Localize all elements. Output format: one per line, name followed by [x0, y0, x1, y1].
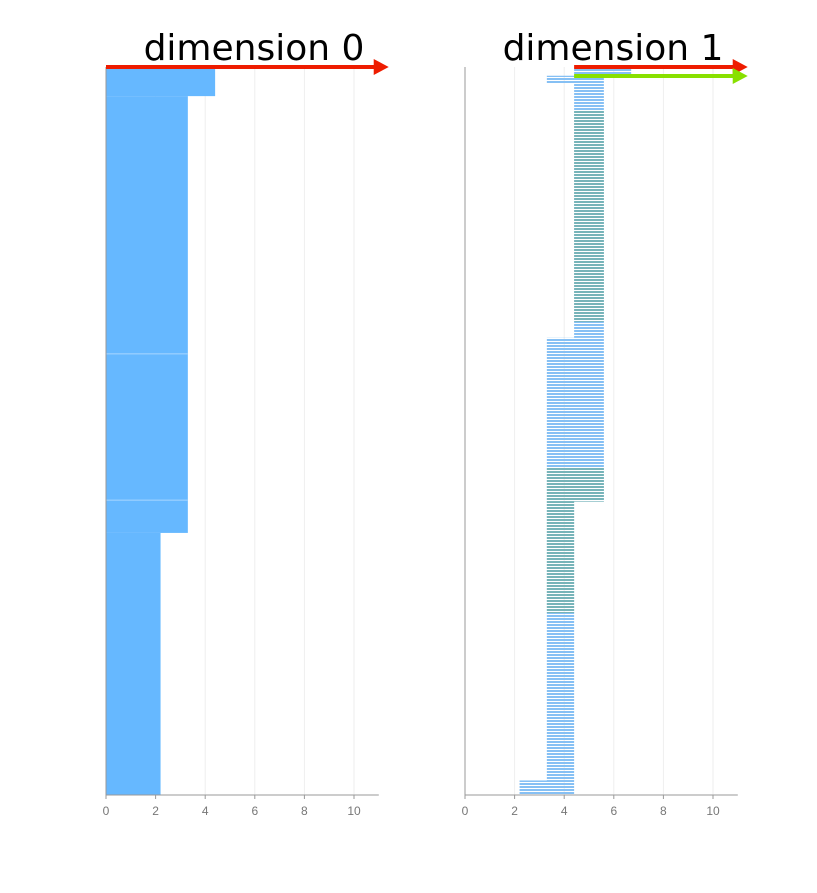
chart-title: dimension 0 — [144, 28, 365, 69]
axes — [464, 67, 738, 796]
bars — [106, 67, 216, 795]
bar — [106, 67, 216, 97]
chart-title: dimension 1 — [503, 28, 724, 69]
x-tick-label: 8 — [301, 804, 308, 818]
axes — [105, 67, 379, 796]
bar — [106, 532, 161, 795]
x-tick-label: 6 — [251, 804, 258, 818]
chart-dimension-0: 0 2 4 6 8 10 dimension 0 — [103, 28, 389, 818]
chart-dimension-1: 0 2 4 6 8 10 dimension 1 — [462, 28, 748, 818]
bar — [574, 67, 632, 76]
bar — [106, 96, 188, 533]
arrow-head — [732, 68, 748, 84]
arrows — [574, 59, 748, 84]
grid-lines — [514, 67, 714, 795]
bar — [519, 780, 575, 795]
x-tick-label: 4 — [561, 804, 568, 818]
x-tick-label: 0 — [103, 804, 110, 818]
x-tick-label: 8 — [660, 804, 667, 818]
x-tick-label: 10 — [347, 804, 361, 818]
x-tick-label: 6 — [610, 804, 617, 818]
x-tick-label: 4 — [202, 804, 209, 818]
x-tick-label: 0 — [462, 804, 469, 818]
x-tick-label: 2 — [152, 804, 159, 818]
tick-labels: 0 2 4 6 8 10 — [103, 795, 361, 818]
bar — [546, 75, 604, 84]
bar-overlay — [546, 501, 575, 613]
arrows — [106, 59, 389, 75]
arrow-head — [373, 59, 389, 75]
x-tick-label: 2 — [511, 804, 518, 818]
bar-overlay — [574, 110, 604, 322]
tick-labels: 0 2 4 6 8 10 — [462, 795, 720, 818]
bar-overlay — [546, 467, 604, 502]
x-tick-label: 10 — [706, 804, 720, 818]
bars — [519, 67, 632, 795]
